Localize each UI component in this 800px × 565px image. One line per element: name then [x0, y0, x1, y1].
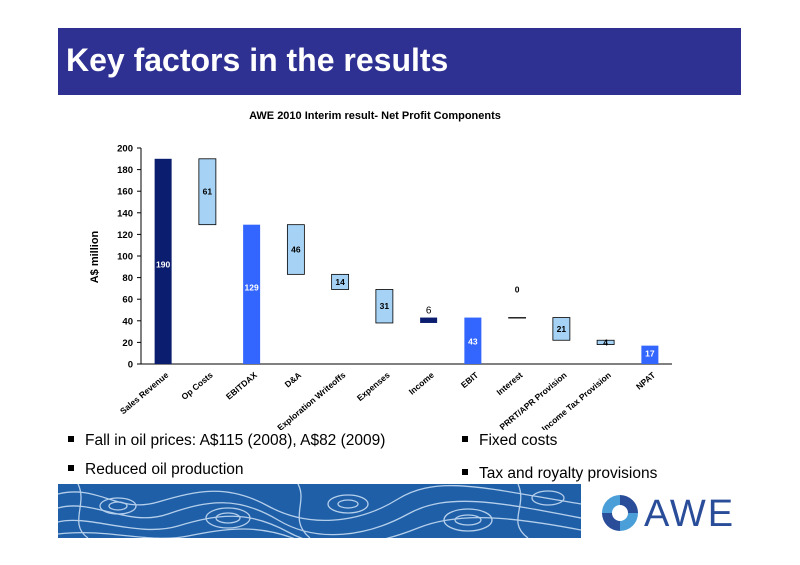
waterfall-bar [508, 317, 527, 319]
bar-value-label: 43 [468, 337, 478, 347]
title-bar: Key factors in the results [58, 28, 741, 95]
chart-bars: 190 61 129 46 14 31 6 43 0 21 4 17 [154, 158, 659, 364]
bullet-text: Reduced oil production [85, 461, 244, 478]
bar-value-label: 0 [515, 285, 520, 295]
bullet-marker [462, 469, 468, 475]
bullet-item: Fall in oil prices: A$115 (2008), A$82 (… [68, 432, 385, 450]
y-tick-label: 140 [117, 208, 133, 219]
y-tick-label: 80 [122, 273, 133, 284]
y-axis-label: A$ million [89, 230, 101, 283]
bar-value-label: 14 [335, 277, 345, 287]
bullet-item: Fixed costs [462, 432, 557, 450]
bar-value-label: 6 [426, 306, 432, 317]
x-tick-label: EBITDAX [224, 370, 259, 402]
bullet-text: Fixed costs [479, 432, 558, 449]
y-tick-label: 180 [117, 165, 133, 176]
awe-logo: AWE [596, 487, 736, 537]
waterfall-bar [154, 158, 172, 364]
bar-value-label: 190 [156, 260, 170, 270]
waterfall-bar [198, 158, 217, 226]
bullet-text: Fall in oil prices: A$115 (2008), A$82 (… [85, 432, 386, 449]
bullet-marker [68, 465, 74, 471]
logo-swirl-icon [602, 495, 638, 531]
bar-value-label: 46 [291, 245, 301, 255]
x-tick-label: Op Costs [179, 370, 215, 402]
topographic-banner [58, 484, 581, 538]
bullet-text: Tax and royalty provisions [479, 465, 658, 482]
x-tick-label: Expenses [355, 370, 392, 403]
bar-value-label: 31 [380, 301, 390, 311]
bullet-marker [68, 436, 74, 442]
topographic-pattern [58, 484, 581, 538]
x-tick-label: Sales Revenue [118, 370, 171, 416]
slide-title: Key factors in the results [66, 42, 449, 78]
x-tick-label: NPAT [634, 369, 658, 391]
waterfall-bar [375, 289, 394, 324]
y-tick-label: 160 [117, 187, 133, 198]
y-tick-label: 0 [128, 360, 133, 371]
x-tick-label: Interest [494, 370, 524, 398]
waterfall-bar [641, 345, 659, 364]
bullet-marker [462, 436, 468, 442]
waterfall-bar [331, 273, 350, 290]
y-tick-label: 60 [122, 295, 133, 306]
waterfall-chart: AWE 2010 Interim result- Net Profit Comp… [89, 110, 672, 430]
bar-value-label: 4 [603, 337, 608, 347]
waterfall-bar [596, 339, 615, 345]
chart-title: AWE 2010 Interim result- Net Profit Comp… [249, 110, 501, 122]
x-tick-label: EBIT [459, 369, 481, 390]
bar-value-label: 17 [645, 349, 655, 359]
bar-value-label: 129 [245, 282, 259, 292]
bullet-item: Reduced oil production [68, 461, 244, 479]
bullet-item: Tax and royalty provisions [462, 465, 657, 483]
waterfall-bar [464, 317, 482, 364]
y-tick-label: 20 [122, 338, 133, 349]
waterfall-bar [243, 224, 261, 364]
x-axis-labels: Sales Revenue Op Costs EBITDAX D&AExplorati… [118, 369, 658, 430]
x-tick-label: D&A [283, 370, 304, 390]
waterfall-bar [420, 317, 438, 323]
y-tick-label: 120 [117, 230, 133, 241]
y-tick-label: 40 [122, 316, 133, 327]
waterfall-bar [286, 224, 305, 275]
bar-value-label: 21 [557, 324, 567, 334]
y-tick-label: 200 [117, 144, 133, 155]
x-tick-label: Income [407, 370, 436, 397]
bar-value-label: 61 [203, 187, 213, 197]
logo-text: AWE [644, 493, 736, 535]
y-tick-label: 100 [117, 252, 133, 263]
waterfall-bar [552, 317, 571, 341]
